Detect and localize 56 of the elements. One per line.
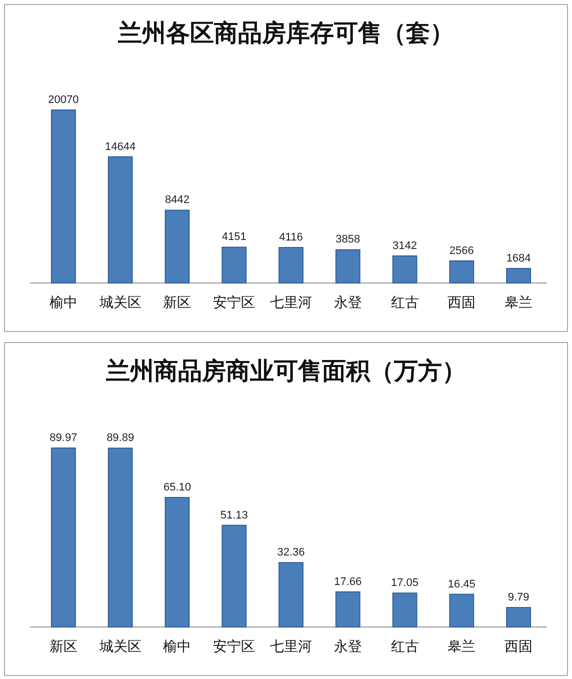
bar: [335, 249, 360, 284]
x-tick-label: 红古: [390, 294, 419, 310]
data-label: 17.05: [391, 577, 419, 590]
data-label: 32.36: [277, 546, 305, 559]
data-label: 9.79: [508, 592, 530, 604]
data-label: 2566: [449, 244, 474, 257]
bar: [506, 607, 531, 628]
data-label: 8442: [164, 194, 190, 206]
data-label: 16.45: [448, 578, 476, 590]
data-label: 4116: [279, 232, 303, 244]
data-label: 3142: [392, 240, 418, 252]
x-tick-label: 皋兰: [448, 638, 476, 654]
data-label: 3858: [336, 234, 360, 246]
data-label: 51.13: [220, 509, 248, 522]
x-tick-label: 新区: [49, 638, 78, 654]
bar: [335, 591, 360, 628]
bar: [506, 268, 531, 284]
bar: [278, 247, 304, 284]
bar: [449, 260, 474, 284]
data-label: 17.66: [334, 576, 362, 588]
x-tick-label: 红古: [390, 638, 419, 654]
chart-title: 兰州各区商品房库存可售（套）: [117, 18, 454, 47]
x-tick-label: 西固: [504, 638, 533, 654]
bar: [51, 110, 76, 284]
x-tick-label: 安宁区: [213, 294, 256, 310]
chart-title: 兰州商品房商业可售面积（万方）: [105, 356, 466, 385]
x-tick-label: 城关区: [98, 638, 142, 654]
bar: [392, 592, 418, 628]
bar: [222, 524, 247, 628]
x-tick-label: 永登: [334, 294, 362, 310]
bar: [108, 156, 133, 284]
bar: [392, 255, 418, 284]
data-label: 89.89: [106, 432, 134, 444]
bar: [449, 594, 474, 628]
bar: [164, 210, 190, 284]
bar: [108, 448, 133, 628]
data-label: 1684: [506, 252, 531, 264]
x-tick-label: 新区: [163, 294, 192, 310]
x-tick-label: 西固: [448, 294, 476, 310]
x-tick-label: 永登: [334, 638, 362, 654]
data-label: 14644: [105, 140, 136, 153]
bar: [278, 562, 304, 628]
x-tick-label: 榆中: [49, 294, 78, 310]
bar: [51, 448, 76, 628]
x-tick-label: 七里河: [270, 294, 312, 310]
data-label: 20070: [48, 94, 79, 106]
x-tick-label: 皋兰: [504, 294, 533, 310]
data-label: 89.97: [50, 432, 78, 444]
x-tick-label: 城关区: [98, 294, 142, 310]
bar: [222, 246, 247, 284]
data-label: 4151: [222, 231, 246, 244]
x-tick-label: 安宁区: [213, 638, 256, 654]
x-tick-label: 榆中: [163, 638, 192, 654]
x-tick-label: 七里河: [270, 638, 312, 654]
data-label: 65.10: [163, 481, 191, 494]
bar: [164, 496, 190, 628]
